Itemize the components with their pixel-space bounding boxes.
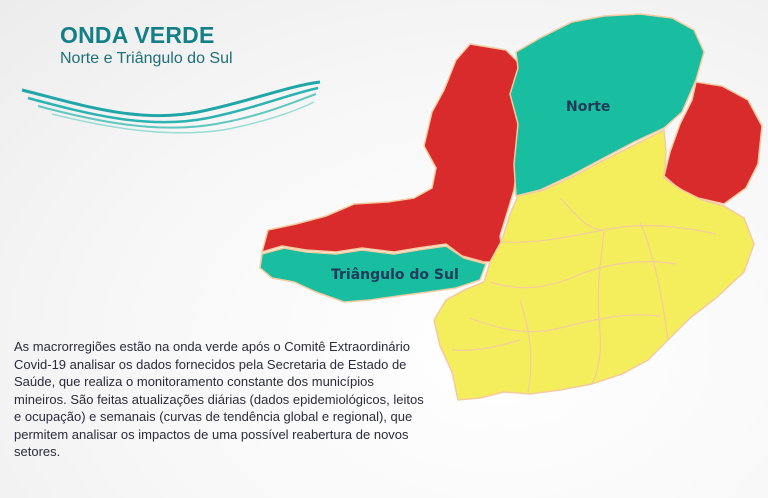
page-subtitle: Norte e Triângulo do Sul	[60, 50, 233, 67]
region-norte: Norte	[509, 13, 705, 197]
page-title: ONDA VERDE	[60, 22, 215, 48]
region-yellow-south	[433, 128, 755, 401]
body-paragraph: As macrorregiões estão na onda verde apó…	[14, 339, 424, 459]
region-red-west	[260, 43, 523, 263]
region-label-triangulo: Triângulo do Sul	[331, 267, 459, 283]
region-red-east	[663, 81, 763, 205]
region-label-norte: Norte	[566, 99, 610, 115]
wave-decoration	[21, 80, 321, 134]
region-triangulo-do-sul: Triângulo do Sul	[259, 245, 487, 303]
